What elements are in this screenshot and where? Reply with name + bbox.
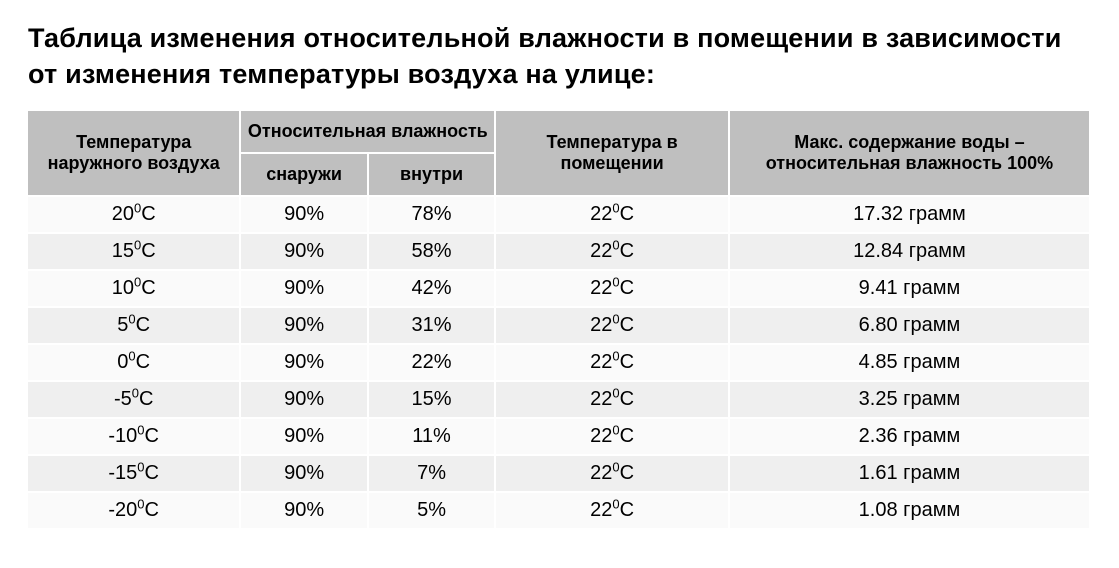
cell-rh-inside: 31% — [368, 307, 495, 344]
cell-max-water: 12.84 грамм — [729, 233, 1090, 270]
cell-max-water: 9.41 грамм — [729, 270, 1090, 307]
col-header-rel-hum-group: Относительная влажность — [240, 111, 495, 153]
cell-rh-inside: 78% — [368, 196, 495, 233]
cell-outdoor-temp: -200C — [28, 492, 240, 529]
cell-room-temp: 220C — [495, 381, 729, 418]
cell-max-water: 17.32 грамм — [729, 196, 1090, 233]
humidity-table: Температура наружного воздуха Относитель… — [28, 111, 1091, 530]
cell-room-temp: 220C — [495, 492, 729, 529]
cell-max-water: 6.80 грамм — [729, 307, 1090, 344]
cell-outdoor-temp: -100C — [28, 418, 240, 455]
cell-rh-inside: 58% — [368, 233, 495, 270]
cell-room-temp: 220C — [495, 307, 729, 344]
cell-max-water: 4.85 грамм — [729, 344, 1090, 381]
cell-rh-outside: 90% — [240, 381, 367, 418]
cell-room-temp: 220C — [495, 344, 729, 381]
cell-room-temp: 220C — [495, 455, 729, 492]
cell-outdoor-temp: 100C — [28, 270, 240, 307]
cell-rh-inside: 7% — [368, 455, 495, 492]
col-header-outdoor-temp: Температура наружного воздуха — [28, 111, 240, 196]
table-row: -50C90%15%220C3.25 грамм — [28, 381, 1090, 418]
table-row: 00C90%22%220C4.85 грамм — [28, 344, 1090, 381]
cell-rh-outside: 90% — [240, 344, 367, 381]
cell-rh-inside: 11% — [368, 418, 495, 455]
cell-rh-inside: 22% — [368, 344, 495, 381]
cell-rh-outside: 90% — [240, 233, 367, 270]
col-header-rh-inside: внутри — [368, 153, 495, 196]
table-row: 100C90%42%220C9.41 грамм — [28, 270, 1090, 307]
page-title: Таблица изменения относительной влажност… — [28, 20, 1091, 93]
cell-rh-outside: 90% — [240, 196, 367, 233]
cell-rh-outside: 90% — [240, 307, 367, 344]
table-row: -100C90%11%220C2.36 грамм — [28, 418, 1090, 455]
cell-rh-inside: 15% — [368, 381, 495, 418]
cell-outdoor-temp: 00C — [28, 344, 240, 381]
cell-max-water: 1.08 грамм — [729, 492, 1090, 529]
cell-outdoor-temp: -150C — [28, 455, 240, 492]
table-row: 50C90%31%220C6.80 грамм — [28, 307, 1090, 344]
col-header-rh-outside: снаружи — [240, 153, 367, 196]
col-header-max-water: Макс. содержание воды – относительная вл… — [729, 111, 1090, 196]
cell-outdoor-temp: 150C — [28, 233, 240, 270]
cell-rh-outside: 90% — [240, 270, 367, 307]
cell-max-water: 2.36 грамм — [729, 418, 1090, 455]
cell-rh-inside: 42% — [368, 270, 495, 307]
cell-room-temp: 220C — [495, 196, 729, 233]
cell-outdoor-temp: -50C — [28, 381, 240, 418]
cell-max-water: 1.61 грамм — [729, 455, 1090, 492]
table-row: 200C90%78%220C17.32 грамм — [28, 196, 1090, 233]
cell-outdoor-temp: 50C — [28, 307, 240, 344]
cell-max-water: 3.25 грамм — [729, 381, 1090, 418]
cell-room-temp: 220C — [495, 233, 729, 270]
col-header-room-temp: Температура в помещении — [495, 111, 729, 196]
table-row: -200C90%5%220C1.08 грамм — [28, 492, 1090, 529]
cell-outdoor-temp: 200C — [28, 196, 240, 233]
humidity-table-body: 200C90%78%220C17.32 грамм150C90%58%220C1… — [28, 196, 1090, 529]
cell-rh-outside: 90% — [240, 418, 367, 455]
cell-room-temp: 220C — [495, 418, 729, 455]
cell-rh-inside: 5% — [368, 492, 495, 529]
table-row: -150C90%7%220C1.61 грамм — [28, 455, 1090, 492]
cell-rh-outside: 90% — [240, 492, 367, 529]
cell-room-temp: 220C — [495, 270, 729, 307]
cell-rh-outside: 90% — [240, 455, 367, 492]
table-row: 150C90%58%220C12.84 грамм — [28, 233, 1090, 270]
